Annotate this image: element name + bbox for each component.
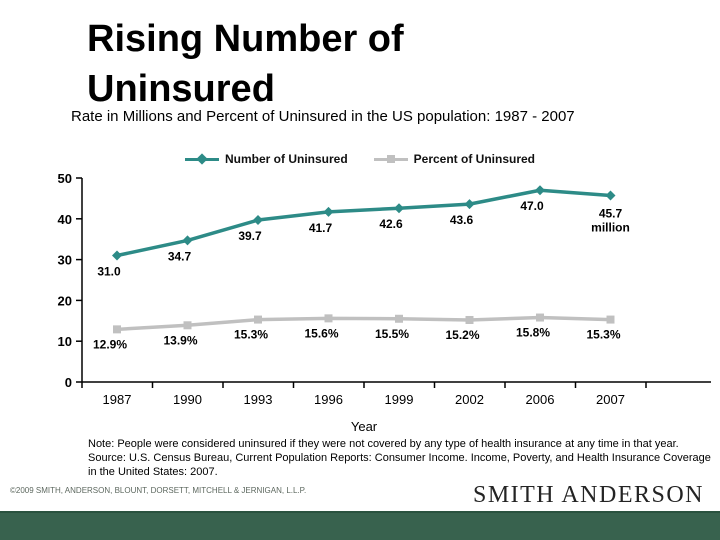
data-point-label: 15.6% bbox=[304, 326, 338, 340]
data-point-label: 42.6 bbox=[379, 217, 403, 231]
data-point-marker bbox=[182, 235, 193, 246]
chart-footnote: Note: People were considered uninsured i… bbox=[88, 438, 718, 479]
y-tick-label: 20 bbox=[58, 293, 72, 308]
x-tick-label: 2006 bbox=[526, 392, 555, 407]
data-point-marker bbox=[113, 325, 121, 334]
x-tick-label: 1996 bbox=[314, 392, 343, 407]
data-point-label: 13.9% bbox=[163, 333, 197, 347]
data-point-label: 15.3% bbox=[586, 328, 620, 342]
y-tick-label: 50 bbox=[58, 171, 72, 186]
data-point-marker bbox=[324, 314, 333, 323]
note-text: Note: People were considered uninsured i… bbox=[88, 438, 679, 450]
data-point-label: 15.3% bbox=[234, 328, 268, 342]
legend-label: Number of Uninsured bbox=[224, 152, 348, 166]
data-point-label: 47.0 bbox=[520, 199, 544, 213]
series-line-1 bbox=[115, 315, 613, 332]
legend-item-number-of-uninsured: Number of Uninsured bbox=[184, 152, 348, 166]
x-tick-label: 1993 bbox=[244, 392, 273, 407]
data-point-marker bbox=[464, 199, 475, 210]
data-point-label: 12.9% bbox=[93, 337, 127, 351]
data-point-marker bbox=[535, 185, 545, 196]
x-tick-label: 1999 bbox=[385, 392, 414, 407]
data-point-marker bbox=[395, 314, 403, 323]
data-point-label: 43.6 bbox=[450, 213, 474, 227]
data-point-marker bbox=[605, 190, 616, 201]
data-point-label: 15.8% bbox=[516, 326, 550, 340]
x-tick-label: 1987 bbox=[103, 392, 132, 407]
data-point-label: 34.7 bbox=[168, 249, 192, 263]
data-point-label: 15.2% bbox=[445, 328, 479, 342]
x-tick-label: 1990 bbox=[173, 392, 202, 407]
legend-item-percent-of-uninsured: Percent of Uninsured bbox=[373, 152, 536, 166]
chart-legend: Number of Uninsured Percent of Uninsured bbox=[0, 152, 720, 166]
copyright-text: ©2009 SMITH, ANDERSON, BLOUNT, DORSETT, … bbox=[10, 486, 307, 495]
smith-anderson-logo: SMITH ANDERSON bbox=[472, 482, 704, 508]
footer-green-bar bbox=[0, 511, 720, 540]
data-point-marker bbox=[394, 203, 404, 214]
data-point-marker bbox=[465, 315, 474, 324]
data-point-label: 15.5% bbox=[375, 327, 409, 341]
data-point-marker bbox=[253, 215, 263, 226]
data-point-marker bbox=[323, 206, 334, 217]
x-axis-title: Year bbox=[351, 419, 378, 434]
data-point-label: 39.7 bbox=[238, 229, 262, 243]
data-point-marker bbox=[254, 315, 262, 324]
line-chart: 0 10 20 30 40 50 1987 1990 1993 1996 1999 2002 2006 2… bbox=[58, 171, 711, 434]
data-point-marker bbox=[536, 313, 544, 322]
series-line-0 bbox=[115, 188, 613, 258]
data-point-label: 45.7 million bbox=[591, 207, 630, 235]
legend-label: Percent of Uninsured bbox=[413, 152, 536, 166]
y-tick-label: 40 bbox=[58, 212, 72, 227]
data-point-marker bbox=[606, 315, 615, 324]
source-text: Source: U.S. Census Bureau, Current Popu… bbox=[88, 451, 711, 478]
x-tick-label: 2002 bbox=[455, 392, 484, 407]
y-tick-label: 10 bbox=[58, 334, 72, 349]
y-tick-label: 30 bbox=[58, 253, 72, 268]
teal-line-diamond-icon bbox=[184, 153, 219, 165]
data-point-label: 41.7 bbox=[309, 221, 333, 235]
gray-line-square-icon bbox=[373, 153, 408, 165]
data-point-label: 31.0 bbox=[97, 265, 121, 279]
y-tick-label: 0 bbox=[65, 375, 72, 390]
page-title: Rising Number of Uninsured bbox=[87, 18, 404, 110]
x-tick-label: 2007 bbox=[596, 392, 625, 407]
chart-subtitle: Rate in Millions and Percent of Uninsure… bbox=[71, 108, 575, 125]
data-point-marker bbox=[112, 250, 122, 261]
data-point-marker bbox=[183, 321, 192, 330]
